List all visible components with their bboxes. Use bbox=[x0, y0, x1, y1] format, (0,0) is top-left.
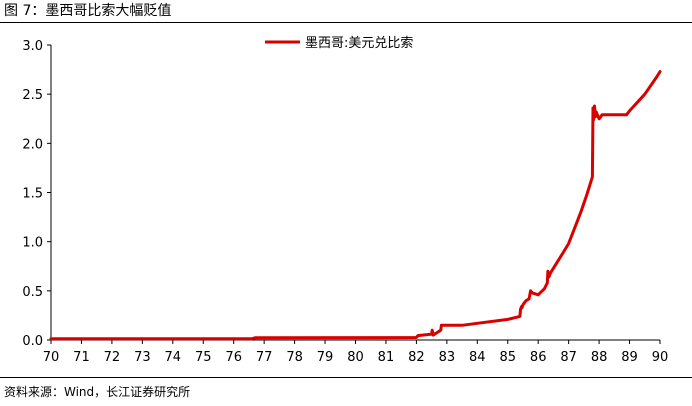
y-tick-label: 0.5 bbox=[22, 285, 43, 300]
x-tick-label: 77 bbox=[256, 350, 273, 365]
x-tick-label: 70 bbox=[43, 350, 60, 365]
chart-axes: 0.0 0.5 1.0 1.5 2.0 2.5 3.0 70 71 72 73 74 75 76 77 78 7… bbox=[22, 39, 668, 365]
x-tick-label: 85 bbox=[499, 350, 516, 365]
figure-title: 图 7：墨西哥比索大幅贬值 bbox=[4, 3, 172, 19]
source-note: 资料来源：Wind，长江证券研究所 bbox=[4, 385, 191, 399]
line-chart: 0.0 0.5 1.0 1.5 2.0 2.5 3.0 70 71 72 73 74 75 76 77 78 7… bbox=[22, 36, 668, 365]
y-tick-label: 3.0 bbox=[22, 39, 43, 54]
series-line bbox=[49, 70, 662, 341]
x-tick-label: 80 bbox=[347, 350, 364, 365]
x-tick-label: 76 bbox=[225, 350, 242, 365]
x-tick-label: 81 bbox=[378, 350, 395, 365]
y-tick-label: 1.0 bbox=[22, 236, 43, 251]
x-tick-label: 71 bbox=[73, 350, 90, 365]
series-layer bbox=[49, 70, 662, 341]
x-tick-label: 84 bbox=[469, 350, 486, 365]
y-tick-label: 2.5 bbox=[22, 88, 43, 103]
x-tick-label: 72 bbox=[104, 350, 121, 365]
x-tick-label: 86 bbox=[530, 350, 547, 365]
x-tick-label: 82 bbox=[408, 350, 425, 365]
x-tick-label: 79 bbox=[317, 350, 334, 365]
title-divider bbox=[0, 22, 692, 23]
x-tick-label: 88 bbox=[591, 350, 608, 365]
y-tick-label: 1.5 bbox=[22, 187, 43, 202]
x-tick-label: 90 bbox=[652, 350, 669, 365]
x-tick-label: 78 bbox=[286, 350, 303, 365]
chart-legend: 墨西哥:美元兑比索 bbox=[265, 36, 413, 51]
x-tick-label: 89 bbox=[621, 350, 638, 365]
x-tick-label: 74 bbox=[165, 350, 182, 365]
x-tick-label: 83 bbox=[439, 350, 456, 365]
y-tick-label: 2.0 bbox=[22, 137, 43, 152]
legend-label: 墨西哥:美元兑比索 bbox=[305, 36, 413, 51]
x-tick-label: 73 bbox=[134, 350, 151, 365]
y-tick-label: 0.0 bbox=[22, 334, 43, 349]
x-tick-label: 87 bbox=[560, 350, 577, 365]
x-tick-label: 75 bbox=[195, 350, 212, 365]
source-divider bbox=[0, 377, 692, 378]
